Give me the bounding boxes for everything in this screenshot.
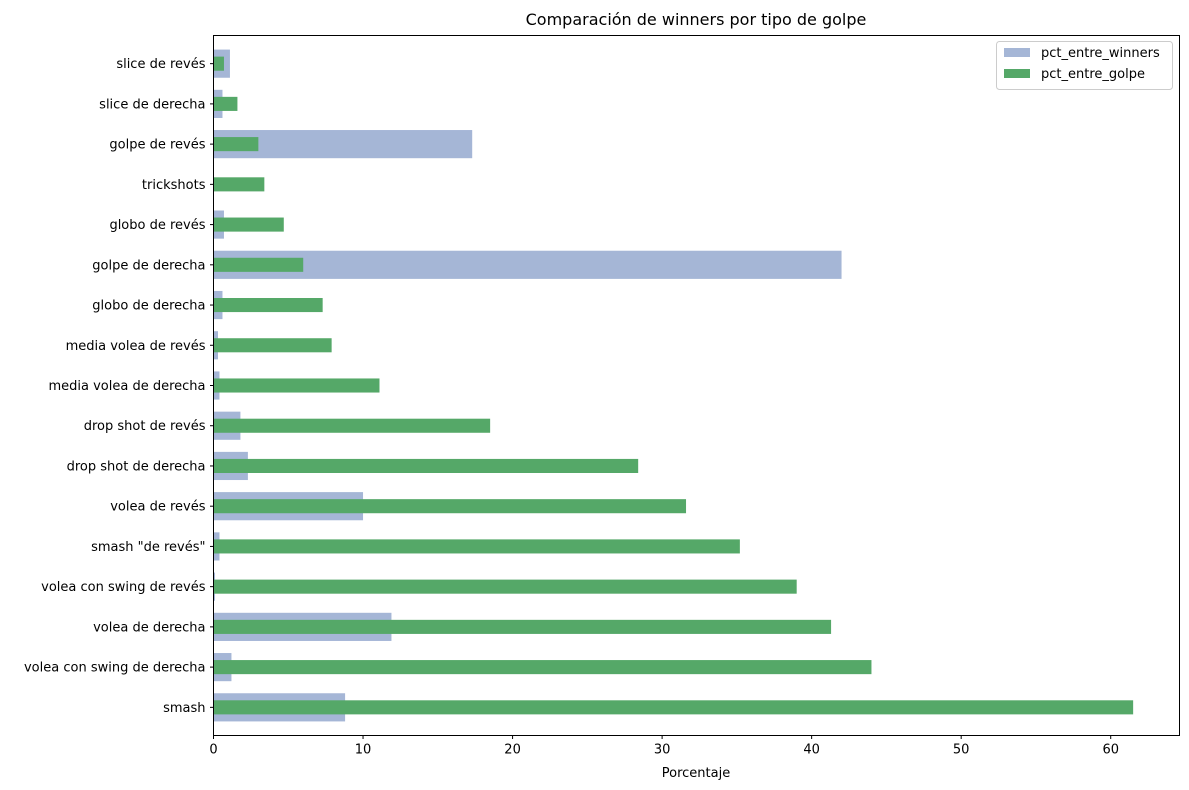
- x-tick-label: 60: [1102, 743, 1119, 758]
- bar-pct-entre-golpe-volea-de-derecha: [213, 619, 832, 634]
- y-tick-label: smash: [163, 701, 205, 716]
- y-tick-label: drop shot de revés: [84, 419, 206, 434]
- x-tick-label: 20: [504, 743, 521, 758]
- x-tick-label: 30: [654, 743, 671, 758]
- legend: pct_entre_winners pct_entre_golpe: [996, 41, 1173, 90]
- y-tick-label: slice de revés: [116, 57, 205, 72]
- bar-pct-entre-golpe-smash: [213, 700, 1134, 715]
- bar-pct-entre-winners-golpe-de-derecha: [213, 250, 842, 279]
- bar-pct-entre-golpe-drop-shot-de-rev-s: [213, 418, 491, 433]
- bar-pct-entre-golpe-golpe-de-rev-s: [213, 137, 259, 152]
- y-tick-label: trickshots: [142, 178, 206, 193]
- legend-swatch-pct-entre-winners: [1004, 48, 1030, 57]
- y-tick-label: globo de revés: [109, 218, 205, 233]
- plot-area: [213, 49, 1134, 722]
- bar-pct-entre-golpe-trickshots: [213, 177, 265, 192]
- x-axis-label: Porcentaje: [662, 766, 730, 781]
- bar-pct-entre-golpe-globo-de-rev-s: [213, 217, 284, 232]
- x-tick-label: 0: [209, 743, 217, 758]
- bar-pct-entre-golpe-volea-con-swing-de-derecha: [213, 660, 872, 675]
- bar-pct-entre-golpe-smash-de-rev-s: [213, 539, 740, 554]
- bar-pct-entre-golpe-slice-de-derecha: [213, 96, 238, 111]
- y-tick-label: volea de derecha: [93, 620, 205, 635]
- y-tick-label: volea de revés: [110, 500, 205, 515]
- x-tick-label: 50: [953, 743, 970, 758]
- bar-pct-entre-golpe-volea-con-swing-de-rev-s: [213, 579, 797, 594]
- bar-pct-entre-golpe-globo-de-derecha: [213, 298, 323, 313]
- y-axis: smash volea con swing de derecha volea de …: [24, 57, 214, 716]
- y-tick-label: media volea de derecha: [48, 379, 205, 394]
- legend-label-pct-entre-winners: pct_entre_winners: [1041, 46, 1160, 61]
- legend-label-pct-entre-golpe: pct_entre_golpe: [1041, 67, 1145, 82]
- y-tick-label: drop shot de derecha: [67, 459, 206, 474]
- x-tick-label: 10: [355, 743, 372, 758]
- legend-frame: [996, 41, 1173, 90]
- x-tick-label: 40: [803, 743, 820, 758]
- y-tick-label: volea con swing de revés: [41, 580, 206, 595]
- y-tick-label: volea con swing de derecha: [24, 661, 206, 676]
- bar-pct-entre-golpe-drop-shot-de-derecha: [213, 458, 639, 473]
- chart-title: Comparación de winners por tipo de golpe: [526, 10, 867, 29]
- x-axis: 0 10 20 30 40 50 60: [209, 735, 1119, 758]
- y-tick-label: slice de derecha: [99, 97, 205, 112]
- y-tick-label: golpe de derecha: [92, 258, 205, 273]
- bar-pct-entre-golpe-volea-de-rev-s: [213, 499, 687, 514]
- y-tick-label: smash "de revés": [91, 540, 205, 555]
- bar-pct-entre-golpe-media-volea-de-rev-s: [213, 338, 332, 353]
- bar-pct-entre-golpe-media-volea-de-derecha: [213, 378, 380, 393]
- bar-pct-entre-golpe-slice-de-rev-s: [213, 56, 224, 71]
- y-tick-label: globo de derecha: [92, 299, 205, 314]
- bar-pct-entre-golpe-golpe-de-derecha: [213, 257, 304, 272]
- y-tick-label: media volea de revés: [66, 339, 206, 354]
- y-tick-label: golpe de revés: [109, 138, 205, 153]
- legend-swatch-pct-entre-golpe: [1004, 69, 1030, 78]
